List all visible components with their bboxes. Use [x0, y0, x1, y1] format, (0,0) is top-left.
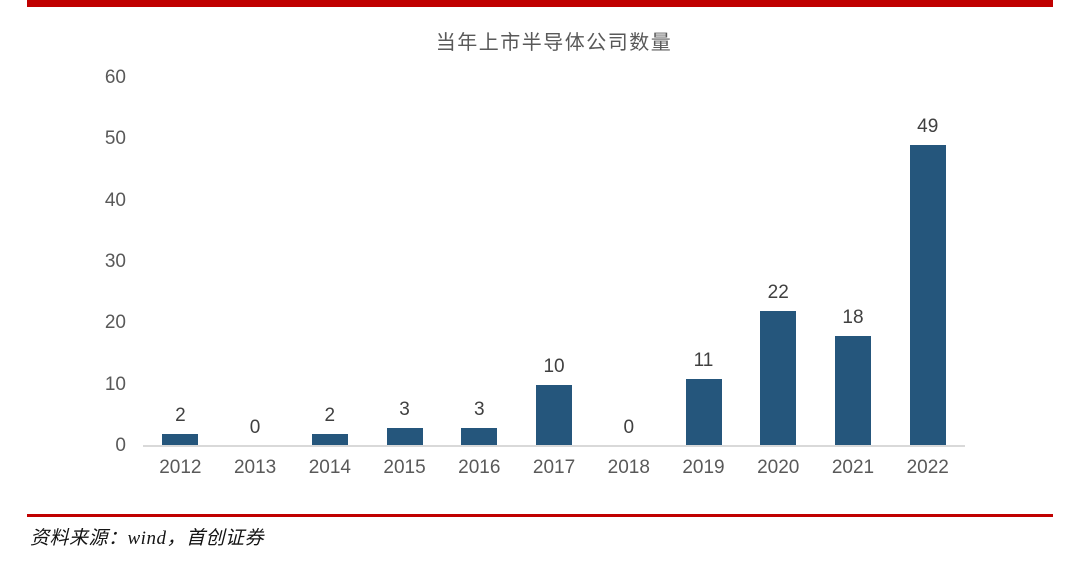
bar-slot: 10 2017	[517, 78, 592, 478]
x-axis-line	[143, 445, 965, 447]
bar-value-label: 3	[399, 398, 410, 420]
bar-value-label: 0	[623, 417, 635, 438]
y-axis-tick-label: 50	[104, 128, 126, 150]
bar-slot: 3 2016	[442, 78, 517, 478]
y-axis-tick-label: 60	[104, 67, 126, 88]
plot-area: 0 10 20 30 40 50 60 2 2012 0 2013 2 2014 3 2015 3 2016 1…	[105, 67, 965, 478]
bar-slot: 2 2012	[143, 78, 218, 478]
x-axis-tick-label: 2014	[308, 457, 351, 478]
y-axis-tick-label: 10	[104, 373, 126, 395]
y-axis-tick-label: 40	[104, 189, 126, 211]
bar-value-label: 0	[249, 417, 261, 438]
bar-slot: 18 2021	[816, 78, 891, 478]
x-axis-tick-label: 2016	[458, 457, 501, 478]
bar-slot: 11 2019	[666, 78, 741, 478]
x-axis-tick-label: 2015	[383, 457, 426, 478]
bar-value-label: 10	[543, 355, 565, 377]
bar-2012	[162, 433, 199, 446]
bar-value-label: 2	[175, 404, 186, 426]
bar-2015	[386, 427, 423, 446]
bar-value-label: 49	[917, 116, 939, 138]
bar-slot: 0 2013	[218, 78, 293, 478]
bar-slot: 0 2018	[591, 78, 666, 478]
bar-slot: 3 2015	[367, 78, 442, 478]
bars-container: 2 2012 0 2013 2 2014 3 2015 3 2016 10 2017 0 2018 11 20…	[143, 78, 965, 478]
bar-slot: 22 2020	[741, 78, 816, 478]
x-axis-tick-label: 2017	[532, 457, 576, 478]
top-red-rule	[27, 0, 1053, 7]
x-axis-tick-label: 2013	[233, 457, 277, 478]
x-axis-tick-label: 2012	[159, 457, 202, 478]
chart-title: 当年上市半导体公司数量	[435, 32, 673, 54]
bar-slot: 2 2014	[292, 78, 367, 478]
source-divider-rule	[27, 514, 1053, 517]
bar-slot: 49 2022	[890, 78, 965, 478]
x-axis-tick-label: 2021	[831, 457, 875, 478]
bar-value-label: 11	[693, 349, 714, 371]
bar-2021	[834, 335, 871, 446]
y-axis-tick-label: 20	[104, 312, 126, 334]
x-axis-tick-label: 2020	[757, 457, 800, 478]
bar-2019	[685, 378, 722, 446]
x-axis-tick-label: 2018	[607, 457, 650, 478]
y-axis-tick-label: 0	[115, 435, 126, 456]
source-note: 资料来源：wind，首创证券	[30, 528, 264, 549]
bar-2014	[311, 433, 348, 446]
y-axis-tick-label: 30	[104, 251, 126, 272]
bar-2017	[536, 384, 573, 446]
bar-2020	[760, 311, 797, 446]
bar-2022	[909, 145, 946, 446]
bar-2016	[461, 427, 498, 446]
bar-value-label: 22	[767, 282, 789, 304]
x-axis-tick-label: 2019	[682, 457, 725, 478]
x-axis-tick-label: 2022	[906, 457, 949, 478]
bar-value-label: 18	[842, 306, 864, 328]
bar-value-label: 2	[324, 404, 336, 426]
bar-value-label: 3	[474, 398, 485, 420]
y-axis: 0 10 20 30 40 50 60	[105, 67, 965, 456]
